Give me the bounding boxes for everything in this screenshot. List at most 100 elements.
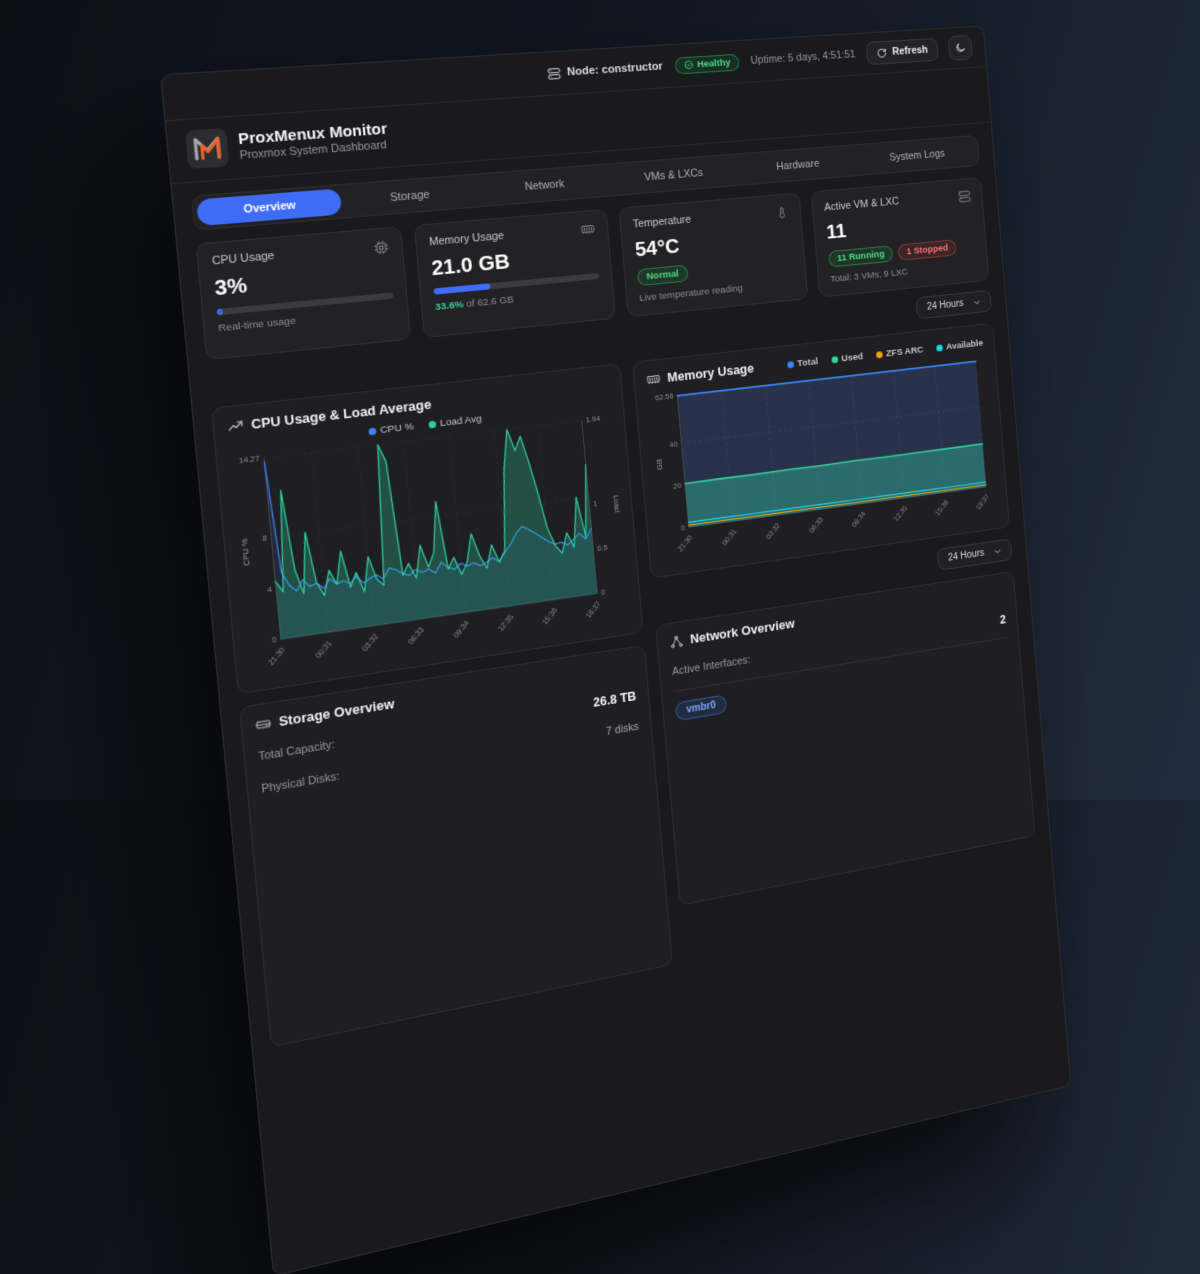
legend-dot xyxy=(936,344,943,351)
refresh-icon xyxy=(876,47,887,58)
svg-text:GB: GB xyxy=(654,458,664,470)
storage-overview-panel: Storage Overview Total Capacity: 26.8 TB… xyxy=(239,645,673,1048)
theme-toggle-button[interactable] xyxy=(948,35,973,61)
refresh-button[interactable]: Refresh xyxy=(865,38,938,65)
panels-area: CPU Usage & Load Average CPU % Load Avg … xyxy=(211,323,1040,1048)
uptime-text: Uptime: 5 days, 4:51:51 xyxy=(750,49,856,67)
cpu-load-chart: 21:30 00:31 03:32 06:33 09:34 12:35 15:36 18:37… xyxy=(230,412,629,680)
timerange-select-bottom[interactable]: 24 Hours xyxy=(937,538,1012,570)
cpu-usage-card: CPU Usage 3% Real-time usage xyxy=(196,226,412,360)
left-column: CPU Usage & Load Average CPU % Load Avg … xyxy=(211,363,673,1048)
memory-usage-card: Memory Usage 21.0 GB 33.6% of 62.6 GB xyxy=(414,209,616,338)
temperature-status-badge: Normal xyxy=(637,265,689,287)
svg-text:03:32: 03:32 xyxy=(764,521,782,541)
svg-text:00:31: 00:31 xyxy=(720,527,738,547)
legend-dot xyxy=(876,351,883,358)
svg-text:18:37: 18:37 xyxy=(974,492,991,511)
cpu-card-title: CPU Usage xyxy=(212,250,275,268)
thermometer-icon xyxy=(775,205,789,220)
tab-hardware[interactable]: Hardware xyxy=(735,148,859,182)
svg-text:CPU %: CPU % xyxy=(239,538,252,566)
legend-dot xyxy=(831,356,838,363)
tab-overview[interactable]: Overview xyxy=(196,188,342,226)
svg-text:09:34: 09:34 xyxy=(850,509,868,528)
ram-icon xyxy=(580,222,595,237)
health-badge: Healthy xyxy=(674,53,740,74)
server-stack-icon xyxy=(958,189,972,203)
svg-text:1: 1 xyxy=(593,499,598,509)
temperature-card-title: Temperature xyxy=(632,214,691,231)
temperature-card: Temperature 54°C Normal Live temperature… xyxy=(618,193,808,318)
storage-disks-value: 7 disks xyxy=(606,721,640,738)
svg-text:21:30: 21:30 xyxy=(266,646,287,667)
svg-text:Load: Load xyxy=(611,494,622,513)
legend-item-used: Used xyxy=(831,351,864,365)
memory-percent: 33.6% xyxy=(435,299,464,313)
legend-item-available: Available xyxy=(936,337,984,353)
svg-text:0: 0 xyxy=(601,588,606,598)
tab-storage[interactable]: Storage xyxy=(339,178,479,215)
vm-running-badge: 11 Running xyxy=(828,245,893,267)
legend-item-total: Total xyxy=(786,356,818,370)
memory-chart-title: Memory Usage xyxy=(667,362,755,385)
ram-icon xyxy=(646,372,661,387)
timerange-select-top[interactable]: 24 Hours xyxy=(916,290,992,319)
svg-text:8: 8 xyxy=(262,534,267,544)
chevron-down-icon xyxy=(993,546,1003,557)
svg-text:12:35: 12:35 xyxy=(496,612,516,633)
memory-progress-fill xyxy=(433,283,490,294)
storage-disks-label: Physical Disks: xyxy=(261,771,340,796)
legend-dot xyxy=(787,361,794,369)
right-column: Memory Usage Total Used ZFS ARC Availabl… xyxy=(632,323,1036,906)
svg-text:1.94: 1.94 xyxy=(585,414,600,425)
svg-text:00:31: 00:31 xyxy=(313,639,334,660)
active-vm-lxc-card: Active VM & LXC 11 11 Running 1 Stopped … xyxy=(811,177,990,298)
timerange-label: 24 Hours xyxy=(948,548,985,564)
svg-text:14.27: 14.27 xyxy=(238,454,260,466)
cpu-chip-icon xyxy=(373,240,389,256)
svg-text:0: 0 xyxy=(681,523,686,532)
svg-text:18:37: 18:37 xyxy=(584,600,603,620)
network-overview-panel: Network Overview Active Interfaces: 2 vm… xyxy=(655,571,1035,906)
svg-text:09:34: 09:34 xyxy=(451,619,471,640)
svg-text:21:30: 21:30 xyxy=(676,533,695,553)
refresh-label: Refresh xyxy=(892,44,929,58)
node-indicator: Node: constructor xyxy=(547,60,663,80)
svg-text:12:35: 12:35 xyxy=(892,504,909,523)
legend-dot xyxy=(428,421,436,429)
svg-text:0: 0 xyxy=(271,635,276,645)
background: Node: constructor Healthy Uptime: 5 days… xyxy=(0,0,1200,800)
tab-vms-lxcs[interactable]: VMs & LXCs xyxy=(609,157,738,192)
check-circle-icon xyxy=(683,60,694,70)
network-interfaces-label: Active Interfaces: xyxy=(672,654,751,678)
svg-text:15:36: 15:36 xyxy=(540,606,559,626)
svg-text:20: 20 xyxy=(673,481,682,491)
svg-text:0.5: 0.5 xyxy=(597,543,608,553)
svg-text:40: 40 xyxy=(669,439,678,449)
memory-chart-panel: Memory Usage Total Used ZFS ARC Availabl… xyxy=(632,323,1010,579)
storage-capacity-label: Total Capacity: xyxy=(258,739,335,764)
svg-text:06:33: 06:33 xyxy=(406,625,426,646)
memory-card-title: Memory Usage xyxy=(429,230,505,249)
tab-system-logs[interactable]: System Logs xyxy=(857,139,976,172)
storage-capacity-value: 26.8 TB xyxy=(593,690,637,711)
svg-text:06:33: 06:33 xyxy=(807,515,825,535)
server-icon xyxy=(547,66,561,80)
node-label: Node: constructor xyxy=(567,60,664,78)
hard-drive-icon xyxy=(255,716,272,733)
proxmenux-logo xyxy=(185,128,229,169)
legend-item-zfs-arc: ZFS ARC xyxy=(876,344,924,360)
vm-card-title: Active VM & LXC xyxy=(824,196,900,214)
tab-network[interactable]: Network xyxy=(477,167,611,203)
trending-up-icon xyxy=(227,418,244,435)
interface-badge-vmbr0[interactable]: vmbr0 xyxy=(675,694,727,721)
timerange-label: 24 Hours xyxy=(927,298,964,312)
vm-stopped-badge: 1 Stopped xyxy=(898,239,957,261)
svg-text:03:32: 03:32 xyxy=(360,632,380,653)
network-interfaces-value: 2 xyxy=(1000,613,1007,627)
health-label: Healthy xyxy=(697,57,731,70)
cpu-load-chart-panel: CPU Usage & Load Average CPU % Load Avg … xyxy=(211,363,644,695)
moon-icon xyxy=(954,42,966,54)
svg-text:4: 4 xyxy=(267,584,272,594)
